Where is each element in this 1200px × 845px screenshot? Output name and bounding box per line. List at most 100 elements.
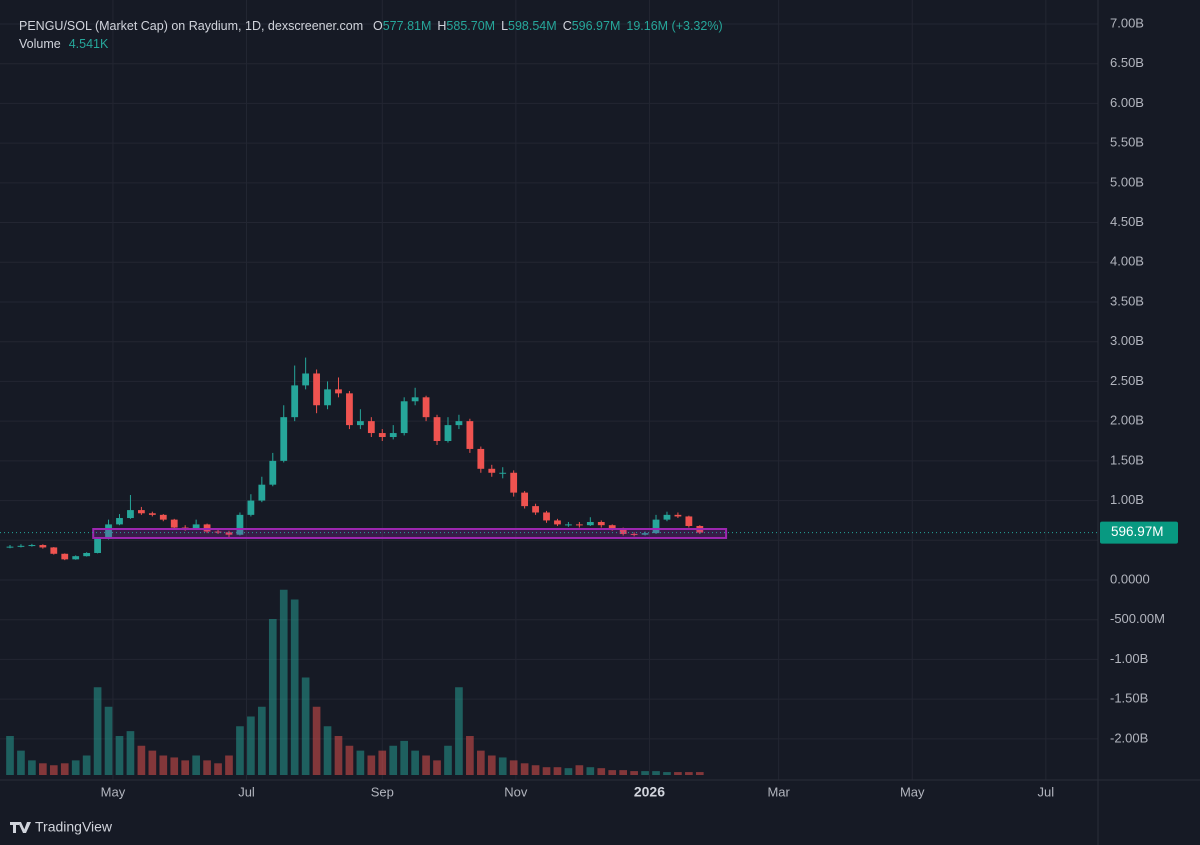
candle-body (291, 385, 299, 418)
candle-body (477, 448, 485, 469)
candle-body (159, 514, 167, 520)
volume-bar (137, 745, 146, 775)
volume-bar (28, 760, 36, 775)
volume-bar (181, 760, 190, 775)
candle-body (586, 522, 594, 526)
candle-body (411, 397, 419, 402)
candle-body (608, 525, 616, 529)
y-tick-label: 4.00B (1110, 254, 1144, 269)
volume-bar (433, 760, 441, 775)
candle-body (346, 393, 353, 426)
volume-bar (71, 760, 80, 775)
candle-body (192, 524, 200, 530)
candle-body (674, 514, 682, 517)
volume-bar (367, 755, 376, 775)
volume-bar (652, 771, 660, 775)
candle-body (61, 553, 69, 560)
candle-body (17, 545, 25, 547)
candle-body (663, 514, 671, 520)
volume-bar (586, 767, 595, 775)
candle-body (214, 531, 222, 533)
volume-bar (575, 765, 584, 775)
candle-body (499, 472, 507, 474)
candle-body (203, 524, 211, 532)
volume-pane (6, 589, 704, 775)
candle-body (619, 528, 627, 534)
candle-body (28, 545, 36, 547)
candle-body (521, 492, 529, 507)
volume-bar (476, 750, 485, 775)
x-tick-label: Jul (238, 784, 255, 799)
volume-bar (323, 726, 332, 775)
ohlc-value: 598.54M (508, 19, 557, 33)
candle-body (280, 417, 288, 461)
candle-body (127, 510, 134, 519)
volume-bar (422, 755, 430, 775)
volume-bar (225, 755, 233, 775)
x-tick-label: Sep (371, 784, 394, 799)
x-tick-label: Mar (767, 784, 790, 799)
volume-bar (301, 677, 310, 775)
volume-bar (400, 740, 409, 775)
y-tick-label: 6.00B (1110, 95, 1144, 110)
candle-body (236, 514, 244, 535)
candle-body (641, 533, 649, 535)
volume-bar (39, 763, 47, 775)
chart-title: PENGU/SOL (Market Cap) on Raydium, 1D, d… (19, 19, 363, 33)
candle-body (367, 421, 375, 434)
candle-body (400, 401, 408, 434)
volume-bar (685, 772, 693, 775)
candle-body (455, 421, 463, 426)
volume-bar (564, 768, 573, 775)
grid (0, 0, 1098, 780)
candle-body (72, 556, 80, 560)
volume-bar (115, 736, 124, 775)
y-tick-label: 5.00B (1110, 174, 1144, 189)
volume-bar (466, 736, 474, 775)
x-tick-label: 2026 (634, 784, 665, 800)
candle-body (247, 500, 255, 515)
volume-bar (258, 706, 266, 775)
y-tick-label: 3.00B (1110, 333, 1144, 348)
volume-bar (411, 750, 419, 775)
volume-bar (203, 760, 211, 775)
volume-bar (356, 750, 365, 775)
volume-last: 4.541K (69, 37, 109, 51)
candle-body (39, 545, 47, 548)
y-tick-label: -500.00M (1110, 611, 1165, 626)
y-tick-label: 3.50B (1110, 293, 1144, 308)
volume-bar (159, 755, 168, 775)
volume-legend: Volume 4.541K (19, 37, 109, 51)
volume-bar (247, 716, 255, 775)
y-tick-label: -2.00B (1110, 730, 1148, 745)
axes: 7.00B 6.50B 6.00B 5.50B 5.00B 4.50B 4.00B 3.50B… (101, 15, 1178, 800)
volume-bar (542, 767, 551, 775)
y-tick-label: 2.00B (1110, 413, 1144, 428)
ohlc-key: L (501, 19, 508, 33)
volume-bar (334, 736, 343, 775)
y-tick-label: 5.50B (1110, 135, 1144, 150)
volume-bar (126, 731, 135, 775)
volume-bar (597, 768, 606, 775)
volume-bar (17, 750, 25, 775)
volume-bar (93, 687, 102, 775)
volume-bar (455, 687, 463, 775)
volume-label: Volume (19, 37, 61, 51)
candle-body (137, 510, 145, 514)
candle-body (565, 524, 572, 526)
volume-bar (695, 772, 704, 775)
volume-bar (509, 760, 518, 775)
candle-body (356, 421, 364, 426)
candle-body (510, 472, 518, 493)
candle-body (422, 397, 430, 418)
candle-body (685, 516, 693, 526)
y-tick-label: 2.50B (1110, 373, 1144, 388)
volume-bar (170, 757, 179, 775)
volume-bar (236, 726, 244, 775)
candle-body (554, 520, 561, 525)
x-tick-label: Nov (504, 784, 528, 799)
volume-bar (520, 763, 529, 775)
brand: TradingView (35, 819, 113, 835)
y-tick-label: -1.50B (1110, 691, 1148, 706)
candle-body (313, 373, 320, 406)
